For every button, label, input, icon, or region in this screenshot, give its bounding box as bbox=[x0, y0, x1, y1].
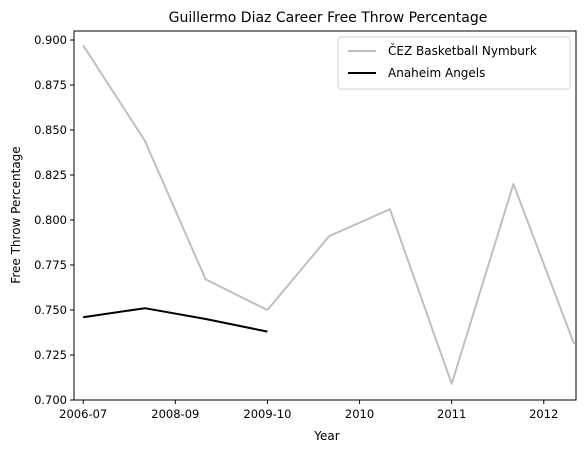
y-axis: 0.700 0.725 0.750 0.775 0.800 0.825 0.850 0.875… bbox=[34, 33, 74, 407]
y-axis-label: Free Throw Percentage bbox=[9, 146, 23, 283]
legend-label: Anaheim Angels bbox=[388, 66, 485, 80]
x-tick-label: 2006-07 bbox=[59, 407, 107, 421]
y-tick-label: 0.700 bbox=[34, 393, 67, 407]
y-tick-label: 0.900 bbox=[34, 33, 67, 47]
y-tick-label: 0.825 bbox=[34, 168, 67, 182]
y-tick-label: 0.725 bbox=[34, 348, 67, 362]
x-tick-label: 2011 bbox=[437, 407, 466, 421]
legend: ČEZ Basketball Nymburk Anaheim Angels bbox=[337, 36, 571, 90]
x-axis: 2006-07 2008-09 2009-10 2010 2011 2012 bbox=[59, 400, 558, 421]
y-tick-label: 0.750 bbox=[34, 303, 67, 317]
chart-title: Guillermo Diaz Career Free Throw Percent… bbox=[169, 10, 488, 26]
x-tick-label: 2008-09 bbox=[151, 407, 199, 421]
legend-label: ČEZ Basketball Nymburk bbox=[388, 43, 537, 58]
y-tick-label: 0.875 bbox=[34, 78, 67, 92]
y-tick-label: 0.800 bbox=[34, 213, 67, 227]
x-tick-label: 2012 bbox=[529, 407, 558, 421]
y-tick-label: 0.850 bbox=[34, 123, 67, 137]
series-line-1 bbox=[82, 44, 576, 385]
plot-area bbox=[73, 30, 577, 401]
plot-frame bbox=[73, 30, 577, 401]
series-line-2 bbox=[83, 307, 268, 333]
x-axis-label: Year bbox=[313, 429, 339, 443]
x-tick-label: 2010 bbox=[345, 407, 374, 421]
series-layer bbox=[82, 44, 576, 385]
y-tick-label: 0.775 bbox=[34, 258, 67, 272]
legend-box bbox=[337, 36, 571, 90]
x-tick-label: 2009-10 bbox=[243, 407, 291, 421]
